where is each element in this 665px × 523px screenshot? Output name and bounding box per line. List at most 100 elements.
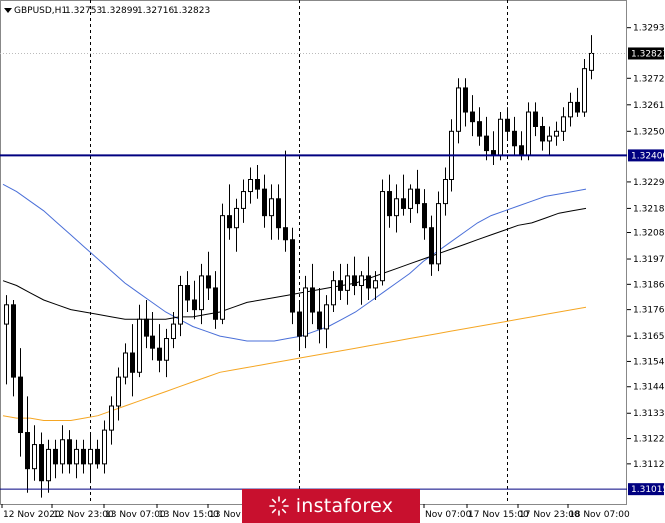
candle-65 bbox=[456, 78, 461, 144]
bear-candle-body bbox=[463, 87, 468, 113]
candle-37 bbox=[262, 174, 267, 228]
bear-candle-body bbox=[470, 111, 475, 123]
y-tick-label: 1.32505 bbox=[633, 127, 665, 137]
candle-25 bbox=[178, 275, 183, 337]
bull-candle-body bbox=[380, 191, 385, 282]
candle-40 bbox=[283, 150, 288, 252]
bear-candle-body bbox=[338, 280, 343, 291]
y-tick-label: 1.31760 bbox=[633, 306, 665, 316]
candle-28 bbox=[199, 263, 204, 325]
bear-candle-body bbox=[290, 239, 295, 313]
y-tick-label: 1.31970 bbox=[633, 255, 665, 265]
bull-candle-body bbox=[234, 207, 239, 229]
candle-46 bbox=[324, 295, 329, 349]
bear-candle-body bbox=[11, 304, 16, 378]
bull-candle-body bbox=[178, 285, 183, 325]
candle-67 bbox=[470, 95, 475, 137]
candle-11 bbox=[81, 439, 86, 474]
bear-candle-body bbox=[150, 335, 155, 349]
candle-71 bbox=[498, 112, 503, 161]
bear-candle-body bbox=[130, 352, 135, 373]
y-tick-label: 1.32930 bbox=[633, 24, 665, 34]
bull-candle-body bbox=[123, 352, 128, 378]
y-tick-label: 1.31120 bbox=[633, 460, 665, 470]
bull-candle-body bbox=[554, 130, 559, 137]
candle-2 bbox=[18, 348, 23, 457]
ohlc-high: 1.32899 bbox=[101, 6, 138, 16]
bull-candle-body bbox=[408, 188, 413, 209]
symbol-title: GBPUSD,H1 bbox=[14, 6, 67, 16]
bear-candle-body bbox=[519, 145, 524, 156]
candle-10 bbox=[74, 439, 79, 479]
bull-candle-body bbox=[241, 191, 246, 209]
bear-candle-body bbox=[18, 376, 23, 434]
y-tick-label: 1.31650 bbox=[633, 332, 665, 342]
candle-69 bbox=[484, 116, 489, 161]
bear-candle-body bbox=[227, 215, 232, 229]
bull-candle-body bbox=[74, 448, 79, 465]
bear-candle-body bbox=[81, 448, 86, 465]
candle-22 bbox=[157, 324, 162, 373]
bear-candle-body bbox=[387, 191, 392, 217]
candle-14 bbox=[102, 420, 107, 474]
candle-47 bbox=[331, 271, 336, 313]
candle-49 bbox=[345, 263, 350, 305]
candle-62 bbox=[436, 191, 441, 272]
candle-43 bbox=[303, 275, 308, 349]
candle-31 bbox=[220, 203, 225, 325]
y-tick-label: 1.32720 bbox=[633, 74, 665, 84]
bull-candle-body bbox=[171, 323, 176, 340]
y-tick-label: 1.32185 bbox=[633, 204, 665, 214]
bear-candle-body bbox=[157, 347, 162, 361]
x-tick-label: 18 Nov 07:00 bbox=[569, 510, 630, 520]
bottom-price-tag-bg bbox=[628, 483, 664, 496]
candle-27 bbox=[192, 280, 197, 320]
bull-candle-body bbox=[137, 318, 142, 373]
bear-candle-body bbox=[192, 299, 197, 311]
bull-candle-body bbox=[269, 198, 274, 217]
level-price-tag-bg bbox=[628, 149, 664, 162]
bear-candle-body bbox=[206, 275, 211, 289]
bull-candle-body bbox=[4, 304, 9, 325]
bear-candle-body bbox=[53, 448, 58, 465]
candle-76 bbox=[533, 102, 538, 137]
candle-13 bbox=[95, 439, 100, 469]
bull-candle-body bbox=[394, 198, 399, 217]
candle-73 bbox=[512, 116, 517, 156]
y-tick-label: 1.31440 bbox=[633, 383, 665, 393]
candle-39 bbox=[276, 184, 281, 240]
candle-78 bbox=[547, 126, 552, 156]
x-tick-label: Nov 07:00 bbox=[425, 510, 472, 520]
bull-candle-body bbox=[88, 448, 93, 465]
bear-candle-body bbox=[415, 188, 420, 205]
bear-candle-body bbox=[484, 135, 489, 152]
candle-79 bbox=[554, 121, 559, 146]
moving-average-line-2 bbox=[2, 306, 587, 421]
candle-32 bbox=[227, 184, 232, 240]
candle-26 bbox=[185, 271, 190, 313]
candle-29 bbox=[206, 251, 211, 300]
candle-7 bbox=[53, 439, 58, 479]
candle-57 bbox=[401, 174, 406, 216]
current-price-tag: 1.32823 bbox=[628, 47, 665, 60]
x-tick-label: 17 Nov 15:00 bbox=[468, 510, 529, 520]
bull-candle-body bbox=[60, 439, 65, 465]
candle-35 bbox=[248, 167, 253, 204]
candle-23 bbox=[164, 328, 169, 378]
candle-15 bbox=[109, 396, 114, 445]
symbol-dropdown-icon[interactable] bbox=[4, 8, 12, 13]
candle-4 bbox=[32, 425, 37, 481]
candle-5 bbox=[39, 432, 44, 498]
candle-59 bbox=[415, 169, 420, 214]
bear-candle-body bbox=[310, 287, 315, 313]
bear-candle-body bbox=[477, 121, 482, 137]
bear-candle-body bbox=[429, 227, 434, 265]
candle-17 bbox=[123, 343, 128, 385]
x-tick-label: 12 Nov 23:00 bbox=[53, 510, 114, 520]
candle-50 bbox=[352, 256, 357, 296]
bull-candle-body bbox=[436, 203, 441, 265]
bear-candle-body bbox=[185, 285, 190, 301]
x-tick-label: 13 Nov 15:00 bbox=[158, 510, 219, 520]
candle-0 bbox=[4, 295, 9, 385]
